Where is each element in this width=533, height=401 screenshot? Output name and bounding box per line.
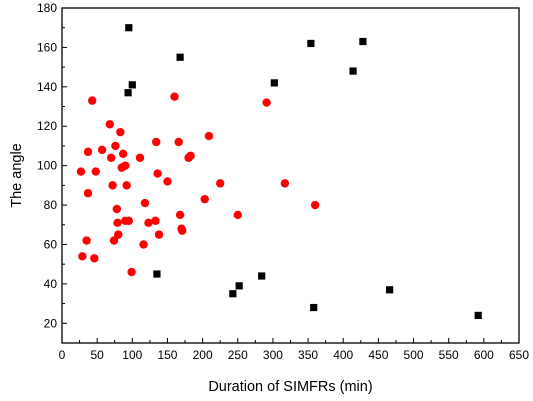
circle-marker xyxy=(280,179,290,188)
x-tick-label: 100 xyxy=(122,348,142,362)
circle-marker xyxy=(113,218,122,227)
circle-marker xyxy=(124,216,133,226)
square-marker xyxy=(153,270,161,278)
square-marker xyxy=(235,282,243,290)
circle-marker xyxy=(83,147,93,157)
square-marker xyxy=(359,37,367,46)
x-tick-label: 400 xyxy=(333,348,353,362)
y-tick-label: 120 xyxy=(37,119,57,133)
circle-marker xyxy=(153,169,162,178)
circle-marker xyxy=(118,149,128,159)
square-marker xyxy=(307,39,315,48)
circle-marker xyxy=(121,161,130,170)
square-marker xyxy=(176,53,184,61)
y-tick-label: 100 xyxy=(37,159,57,173)
circle-marker xyxy=(114,230,123,239)
circle-marker xyxy=(108,181,117,190)
y-tick-label: 160 xyxy=(37,40,57,54)
circle-marker xyxy=(88,96,97,105)
circle-marker xyxy=(175,210,185,220)
square-marker xyxy=(270,79,278,87)
square-marker xyxy=(128,81,136,89)
x-tick-label: 300 xyxy=(263,348,283,362)
circle-marker xyxy=(105,120,115,129)
x-tick-label: 50 xyxy=(90,348,104,362)
data-points xyxy=(76,24,482,320)
circle-marker xyxy=(140,198,150,208)
circle-marker xyxy=(91,167,100,176)
square-marker xyxy=(258,272,266,280)
circle-marker xyxy=(310,200,320,210)
y-tick-label: 20 xyxy=(44,316,58,330)
circle-marker xyxy=(144,218,153,227)
circle-marker xyxy=(111,141,120,151)
circle-marker xyxy=(233,210,242,220)
circle-marker xyxy=(200,194,209,204)
y-tick-label: 60 xyxy=(44,237,58,251)
circle-marker xyxy=(163,177,172,186)
square-marker xyxy=(125,24,133,32)
square-marker xyxy=(474,311,482,320)
circle-marker xyxy=(78,252,87,261)
x-tick-label: 550 xyxy=(439,348,459,362)
x-tick-label: 600 xyxy=(474,348,494,362)
circle-marker xyxy=(170,92,179,101)
square-marker xyxy=(229,290,237,298)
x-tick-label: 250 xyxy=(228,348,248,362)
y-tick-label: 40 xyxy=(44,277,58,291)
circle-marker xyxy=(152,137,161,147)
y-axis-title: The angle xyxy=(9,143,25,208)
circle-marker xyxy=(151,216,160,226)
circle-marker xyxy=(154,230,164,239)
x-axis-title: Duration of SIMFRs (min) xyxy=(208,379,372,395)
circle-marker xyxy=(174,137,183,147)
x-tick-label: 200 xyxy=(193,348,213,362)
circle-marker xyxy=(76,167,86,176)
circle-marker xyxy=(262,98,271,107)
y-tick-label: 80 xyxy=(44,198,58,212)
circle-marker xyxy=(83,189,93,198)
circle-marker xyxy=(82,236,91,245)
y-tick-label: 140 xyxy=(37,80,57,94)
x-tick-label: 0 xyxy=(59,348,66,362)
square-marker xyxy=(124,89,132,97)
axis-ticks: 0 50 100 150 200 250 300 350 400 450 500 550 600 650 2… xyxy=(37,1,529,362)
circle-marker xyxy=(109,236,119,245)
square-marker xyxy=(310,303,318,312)
circle-marker xyxy=(178,226,187,235)
x-tick-label: 500 xyxy=(404,348,424,362)
circle-marker xyxy=(215,179,225,188)
x-tick-label: 150 xyxy=(157,348,177,362)
circle-marker xyxy=(97,145,107,155)
circle-marker xyxy=(186,151,195,160)
square-marker xyxy=(349,67,357,75)
circle-marker xyxy=(112,204,122,214)
x-tick-label: 350 xyxy=(298,348,318,362)
circle-marker xyxy=(127,267,136,277)
circle-marker xyxy=(122,181,131,190)
circle-marker xyxy=(139,240,148,249)
circle-marker xyxy=(90,254,99,263)
circle-marker xyxy=(116,127,125,137)
plot-frame xyxy=(61,7,520,344)
y-tick-label: 180 xyxy=(37,1,57,15)
circle-marker xyxy=(107,153,116,162)
circle-marker xyxy=(204,131,214,141)
x-tick-label: 650 xyxy=(509,348,529,362)
x-tick-label: 450 xyxy=(368,348,388,362)
square-marker xyxy=(386,286,394,294)
circle-marker xyxy=(135,153,145,162)
